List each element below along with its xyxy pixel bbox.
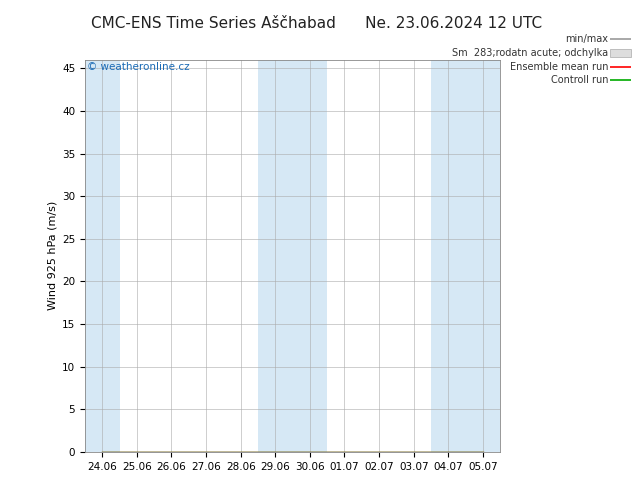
Text: CMC-ENS Time Series Aščhabad      Ne. 23.06.2024 12 UTC: CMC-ENS Time Series Aščhabad Ne. 23.06.2… — [91, 16, 543, 31]
Bar — [85, 60, 120, 452]
Text: © weatheronline.cz: © weatheronline.cz — [87, 62, 190, 72]
Text: Controll run: Controll run — [550, 75, 608, 85]
Bar — [431, 60, 500, 452]
Text: min/max: min/max — [565, 34, 608, 44]
Text: Sm  283;rodatn acute; odchylka: Sm 283;rodatn acute; odchylka — [452, 48, 608, 58]
Text: Ensemble mean run: Ensemble mean run — [510, 62, 608, 72]
Bar — [258, 60, 327, 452]
Y-axis label: Wind 925 hPa (m/s): Wind 925 hPa (m/s) — [48, 201, 58, 310]
